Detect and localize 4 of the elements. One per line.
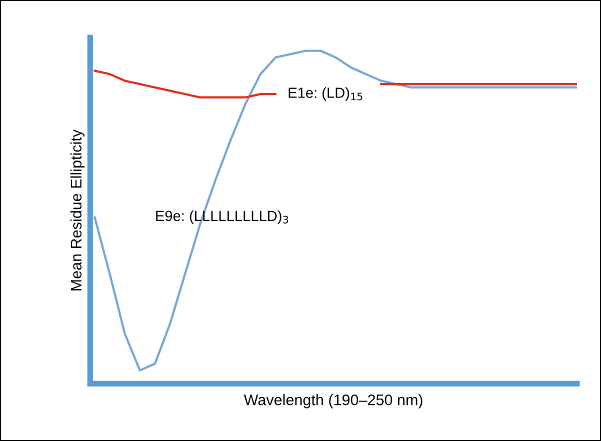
series-label: E9e: (LLLLLLLLLD)$_{3}$: [156, 210, 288, 224]
y-axis-title: Mean Residue Ellipticity: [70, 130, 85, 290]
series-label: E1e: (LD)$_{15}$: [288, 87, 362, 101]
x-axis-title: Wavelength (190–250 nm): [244, 394, 422, 408]
